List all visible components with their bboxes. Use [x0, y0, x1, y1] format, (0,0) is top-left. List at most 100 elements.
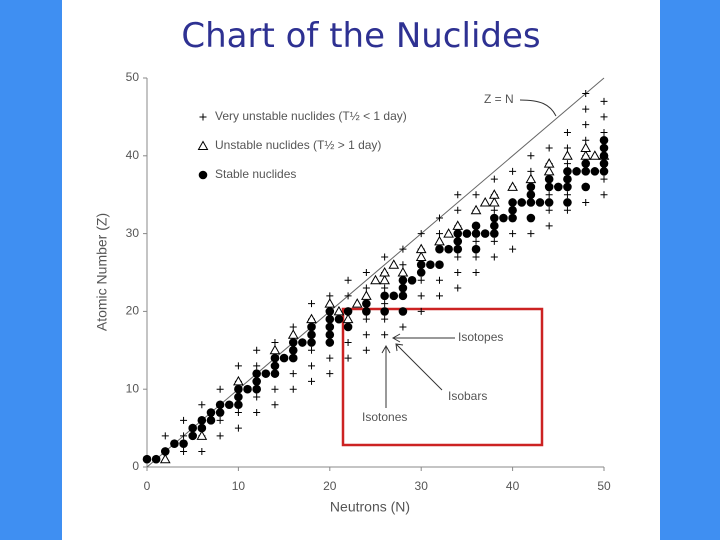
point	[563, 160, 571, 168]
point	[142, 454, 152, 464]
point	[269, 344, 281, 355]
point	[509, 245, 517, 253]
x-tick-label: 30	[415, 479, 429, 493]
isotopes-arrow	[391, 333, 455, 343]
point	[526, 198, 536, 207]
point	[344, 354, 352, 362]
point	[271, 385, 279, 393]
point	[490, 221, 499, 231]
point	[370, 274, 381, 285]
point	[443, 228, 454, 238]
point	[415, 243, 427, 254]
x-tick-label: 10	[232, 479, 246, 493]
point	[554, 182, 563, 192]
point	[435, 244, 444, 254]
x-tick-label: 20	[323, 479, 337, 493]
point	[525, 173, 537, 184]
point	[361, 290, 372, 300]
point	[581, 167, 591, 176]
point	[563, 182, 572, 192]
point	[426, 260, 435, 270]
point	[380, 291, 389, 301]
point	[206, 416, 216, 425]
point	[581, 182, 591, 192]
point	[398, 291, 408, 301]
point	[381, 315, 389, 323]
point	[471, 229, 481, 238]
point	[224, 400, 234, 410]
point	[381, 284, 389, 292]
point	[180, 447, 188, 455]
point	[589, 150, 601, 160]
point	[198, 401, 206, 409]
point	[188, 431, 197, 441]
point	[526, 182, 536, 192]
point	[572, 167, 581, 176]
point	[472, 269, 480, 276]
point	[563, 206, 571, 214]
point	[508, 198, 517, 207]
point	[509, 167, 517, 175]
point	[415, 251, 427, 261]
point	[198, 447, 206, 455]
point	[159, 453, 171, 464]
point	[362, 269, 370, 276]
x-tick-label: 40	[506, 479, 520, 493]
point	[508, 213, 517, 223]
point	[234, 384, 243, 394]
point	[517, 198, 527, 207]
reference-line	[146, 77, 605, 468]
z-n-leader	[519, 99, 557, 117]
legend-marker	[198, 170, 208, 180]
point	[509, 230, 517, 238]
point	[544, 198, 554, 207]
point	[325, 330, 335, 340]
point	[324, 298, 336, 308]
point	[151, 454, 161, 464]
point	[454, 253, 462, 261]
point	[435, 214, 443, 222]
point	[206, 408, 216, 417]
point	[599, 151, 609, 161]
point	[544, 174, 554, 184]
point	[287, 329, 299, 339]
point	[527, 152, 535, 160]
point	[234, 392, 243, 402]
point	[582, 121, 590, 129]
point	[308, 300, 316, 308]
y-tick-label: 10	[126, 381, 140, 395]
point	[453, 244, 463, 254]
point	[252, 369, 261, 378]
point	[170, 439, 179, 448]
point	[325, 338, 335, 347]
point	[243, 384, 252, 394]
point	[543, 158, 555, 168]
point	[216, 416, 224, 424]
legend-label: Unstable nuclides (T½ > 1 day)	[215, 138, 381, 152]
point	[216, 385, 224, 393]
point	[507, 181, 518, 191]
point	[535, 198, 545, 207]
point	[216, 432, 224, 440]
point	[470, 204, 482, 215]
point	[580, 142, 592, 153]
point	[179, 439, 188, 448]
point	[527, 230, 535, 238]
annotation: Isotopes	[458, 330, 503, 344]
point	[417, 276, 425, 284]
annotation: Isobars	[448, 389, 487, 403]
point	[490, 213, 499, 223]
point	[544, 182, 554, 192]
point	[435, 276, 443, 284]
point	[399, 323, 407, 331]
point	[288, 346, 298, 355]
point	[234, 400, 243, 410]
y-tick-label: 50	[126, 70, 140, 84]
point	[582, 198, 590, 206]
point	[362, 299, 371, 308]
point	[380, 307, 389, 316]
point	[298, 338, 307, 347]
point	[582, 90, 590, 98]
point	[344, 276, 352, 284]
point	[362, 307, 371, 316]
